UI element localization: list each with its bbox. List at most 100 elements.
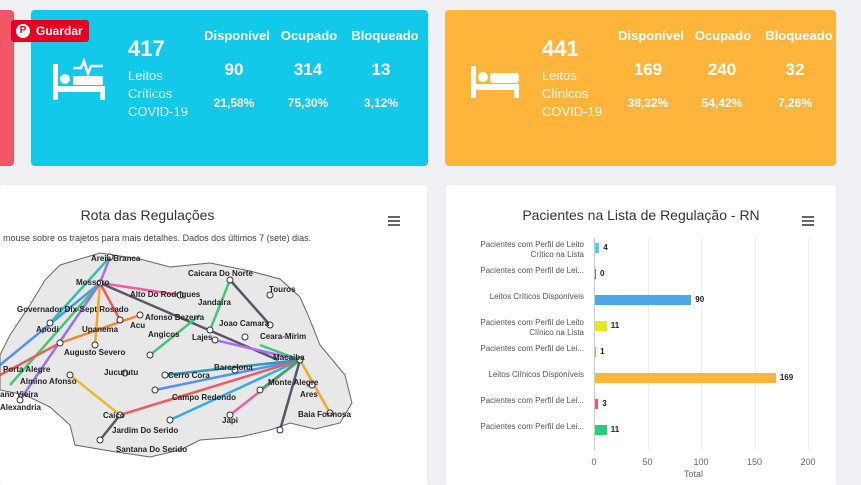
pinterest-save-button[interactable]: P Guardar	[11, 20, 89, 42]
chart-category-label: Pacientes com Perfil de Lei...	[480, 396, 584, 405]
chart-tick-label: 0	[591, 457, 597, 467]
city-label: Mossoro	[76, 278, 110, 287]
bed-monitor-icon	[53, 58, 105, 100]
city-label: Monte Alegre	[268, 378, 319, 387]
chart-bar-value: 11	[610, 321, 620, 330]
chart-tick-label: 50	[642, 457, 653, 467]
chart-tick-label: 150	[746, 457, 763, 467]
chart-bar[interactable]	[595, 295, 692, 305]
city-label: Joao Camara	[219, 319, 270, 328]
city-label: Almino Afonso	[20, 377, 77, 386]
chart-bar[interactable]	[595, 347, 597, 357]
chart-category-label: Pacientes com Perfil de Lei...	[480, 422, 584, 431]
chart-bar[interactable]	[595, 425, 607, 435]
city-label: Japi	[222, 416, 239, 425]
city-label: Augusto Severo	[64, 348, 126, 357]
critical-label-1: Leitos	[128, 68, 163, 83]
city-label: Cerro Cora	[168, 371, 210, 380]
route-map[interactable]	[0, 245, 427, 485]
city-label: Caicara Do Norte	[188, 269, 253, 278]
chart-category-label: Pacientes com Perfil de Leito Crítico na…	[480, 240, 584, 259]
city-label: Baia Formosa	[298, 410, 351, 419]
clinical-col-occupied: Ocupado	[694, 28, 752, 43]
critical-total: 417	[128, 36, 165, 61]
critical-label-3: COVID-19	[128, 104, 188, 119]
state-outline	[0, 252, 353, 458]
clinical-label-1: Leitos	[542, 68, 577, 83]
clinical-col-blocked: Bloqueado	[765, 28, 833, 43]
chart-bar-value: 4	[603, 243, 608, 252]
chart-tick-label: 100	[693, 457, 709, 467]
critical-available-value: 90	[224, 60, 244, 79]
chart-gridline	[754, 237, 756, 450]
city-label: Jardim Do Serido	[112, 426, 179, 435]
chart-bar[interactable]	[595, 373, 776, 383]
critical-blocked-value: 13	[371, 60, 391, 79]
clinical-col-available: Disponível	[618, 28, 684, 43]
chart-bar-value: 3	[602, 399, 607, 408]
city-label: Upanema	[82, 325, 119, 334]
city-label: Touros	[269, 285, 296, 294]
city-label: Alto Do Rodrigues	[130, 290, 201, 299]
clinical-available-value: 169	[633, 60, 663, 79]
city-label: Santana Do Serido	[116, 445, 188, 454]
chart-gridline	[647, 237, 649, 450]
critical-col-occupied: Ocupado	[280, 28, 338, 43]
regulation-chart-title: Pacientes na Lista de Regulação - RN	[522, 207, 760, 223]
critical-blocked-pct: 3,12%	[363, 96, 399, 110]
clinical-available-pct: 38,32%	[627, 96, 669, 110]
chart-gridline	[701, 237, 702, 450]
city-label: ano Vieira	[0, 390, 39, 399]
city-label: Porta Alegre	[3, 365, 51, 374]
chart-bar[interactable]	[595, 243, 600, 253]
city-label: Campo Redondo	[172, 393, 236, 402]
bed-icon	[471, 66, 519, 98]
clinical-blocked-value: 32	[785, 60, 805, 79]
chart-category-label: Pacientes com Perfil de Lei...	[480, 266, 584, 275]
route-map-subtitle: mouse sobre os trajetos para mais detalh…	[3, 233, 312, 243]
regulation-list-panel: Pacientes na Lista de Regulação - RN 0 50…	[446, 185, 836, 485]
chart-bar[interactable]	[595, 321, 607, 331]
pinterest-icon: P	[16, 24, 30, 38]
critical-label-2: Críticos	[128, 86, 173, 101]
left-card-edge	[0, 10, 14, 166]
city-label: Governador Dix-Sept Rosado	[17, 305, 129, 314]
city-label: Caico	[103, 411, 125, 420]
city-label: Alexandria	[0, 403, 41, 412]
regulation-bar-chart: 0 50 100 150 200 Total Pacientes com Perfil de…	[446, 185, 836, 485]
city-label: Angicos	[148, 330, 180, 339]
city-label: Apodi	[36, 325, 59, 334]
city-label: Barcelona	[214, 363, 253, 372]
chart-category-label: Leitos Clínicos Disponíveis	[488, 370, 584, 379]
city-label: Afonso Bezerra	[145, 313, 205, 322]
chart-gridline	[808, 237, 809, 450]
clinical-occupied-value: 240	[707, 60, 737, 79]
city-label: Lajes	[192, 333, 213, 342]
chart-bar[interactable]	[595, 399, 599, 409]
chart-x-axis-label: Total	[684, 469, 704, 479]
chart-category-label: Pacientes com Perfil de Leito Clínico na…	[480, 318, 584, 337]
critical-col-blocked: Bloqueado	[351, 28, 419, 43]
regulation-chart-menu-button[interactable]	[802, 214, 814, 228]
route-map-title: Rota das Regulações	[80, 207, 215, 223]
chart-bar-value: 1	[600, 347, 605, 356]
city-label: Ares	[300, 390, 318, 399]
critical-occupied-value: 314	[293, 60, 323, 79]
city-label: Acu	[130, 321, 146, 330]
chart-bar[interactable]	[595, 269, 596, 279]
clinical-label-3: COVID-19	[542, 104, 602, 119]
city-label: Macaiba	[273, 353, 305, 362]
route-map-menu-button[interactable]	[388, 214, 400, 228]
chart-bar-value: 11	[610, 425, 620, 434]
city-label: Ceara-Mirim	[260, 332, 307, 341]
route-map-panel: Rota das Regulações mouse sobre os traje…	[0, 185, 427, 485]
critical-beds-card: 417 Leitos Críticos COVID-19 Disponível …	[31, 10, 428, 166]
clinical-beds-card: 441 Leitos Clínicos COVID-19 Disponível …	[445, 10, 836, 166]
critical-occupied-pct: 75,30%	[287, 96, 329, 110]
chart-category-label: Pacientes com Perfil de Lei...	[480, 344, 584, 353]
city-label: Jandaira	[198, 298, 231, 307]
clinical-blocked-pct: 7,26%	[777, 96, 813, 110]
chart-y-axis	[594, 237, 595, 450]
critical-col-available: Disponível	[204, 28, 270, 43]
chart-tick-label: 200	[800, 457, 816, 467]
